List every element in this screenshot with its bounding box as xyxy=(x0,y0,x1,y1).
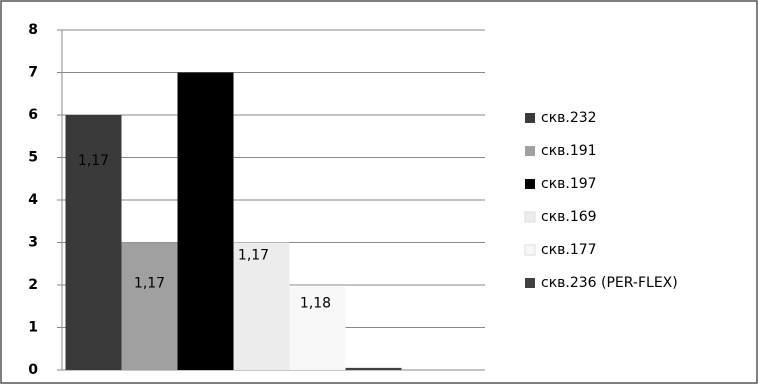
bar xyxy=(65,115,122,370)
bar xyxy=(233,242,290,370)
y-tick-label: 2 xyxy=(28,277,38,293)
legend-label: скв.236 (PER-FLEX) xyxy=(541,275,678,291)
legend-label: скв.197 xyxy=(541,176,597,192)
y-tick-label: 6 xyxy=(28,107,38,123)
bar xyxy=(121,242,178,370)
y-tick-label: 7 xyxy=(28,65,38,81)
y-tick-label: 4 xyxy=(28,192,38,208)
y-tick-label: 8 xyxy=(28,22,38,38)
bar-annotation: 1,17 xyxy=(134,275,165,291)
legend-swatch xyxy=(524,211,536,223)
legend-swatch xyxy=(525,113,535,123)
y-tick-label: 1 xyxy=(28,320,38,336)
legend-label: скв.169 xyxy=(541,209,597,225)
y-tick-label: 0 xyxy=(28,362,38,378)
legend-swatch xyxy=(525,146,535,156)
y-tick-label: 3 xyxy=(28,235,38,251)
legend-swatch xyxy=(525,278,535,288)
legend-label: скв.232 xyxy=(541,110,597,126)
legend-swatch xyxy=(524,244,536,256)
legend-label: скв.191 xyxy=(541,143,597,159)
legend-swatch xyxy=(525,179,535,189)
bar xyxy=(177,72,234,370)
bar-annotation: 1,17 xyxy=(238,247,269,263)
legend-label: скв.177 xyxy=(541,242,597,258)
bar xyxy=(345,367,402,370)
bar xyxy=(289,287,346,370)
bar-annotation: 1,17 xyxy=(78,153,109,169)
y-tick-label: 5 xyxy=(28,150,38,166)
bar-annotation: 1,18 xyxy=(300,296,331,312)
